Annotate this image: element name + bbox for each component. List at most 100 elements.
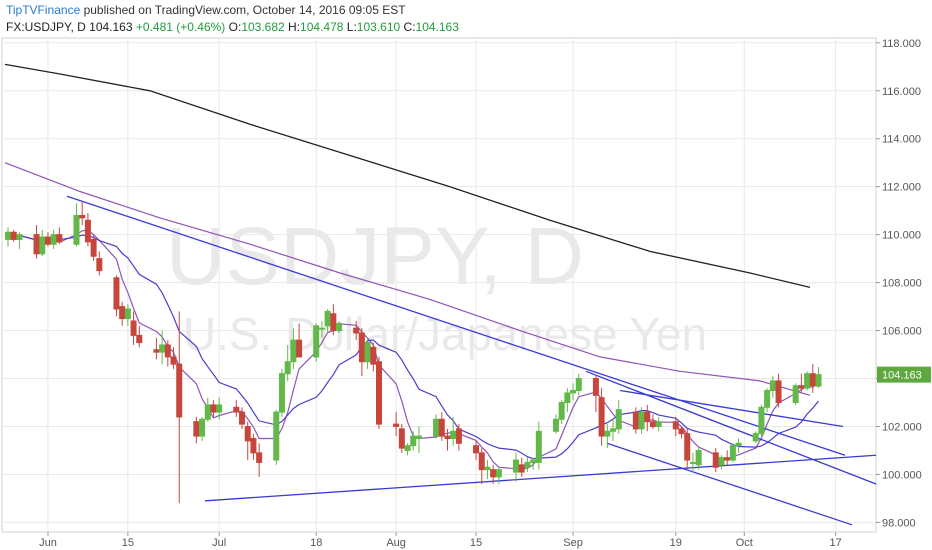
ma-long-line	[4, 63, 811, 289]
y-tick-label: 108.000	[882, 278, 922, 290]
y-tick-label: 100.000	[882, 469, 922, 481]
candle-body	[376, 361, 383, 425]
candle-body	[530, 459, 537, 463]
candle-body	[330, 313, 337, 332]
candle-body	[136, 334, 143, 344]
candle-body	[552, 418, 559, 432]
candle-body	[444, 435, 451, 439]
candle-body	[33, 234, 40, 255]
candle-body	[370, 346, 377, 365]
candle-body	[512, 459, 519, 473]
candle-body	[336, 322, 343, 332]
candle-body	[575, 378, 582, 392]
candle-body	[455, 428, 462, 444]
candle-body	[484, 466, 491, 471]
candle-body	[113, 277, 120, 310]
candle-body	[769, 380, 776, 392]
candle-body	[324, 310, 331, 327]
close-label: C:	[403, 20, 416, 34]
candle-body	[73, 214, 80, 245]
candle-body	[239, 411, 246, 425]
candle-body	[233, 406, 240, 413]
candle-body	[124, 308, 131, 320]
candle-body	[364, 342, 371, 363]
published-text: published on TradingView.com, October 14…	[80, 3, 406, 17]
candle-body	[518, 464, 525, 473]
watermark-description: U.S. Dollar/Japanese Yen	[183, 308, 707, 360]
candle-body	[764, 390, 771, 408]
candle-body	[170, 356, 177, 365]
change-value: +0.481 (+0.46%)	[135, 20, 226, 34]
price-axis[interactable]: 98.000100.000102.000104.000106.000108.00…	[876, 38, 931, 530]
candle-body	[809, 373, 816, 387]
x-tick-label: Aug	[386, 537, 406, 549]
candle-body	[296, 339, 303, 358]
candle-body	[164, 344, 171, 358]
candle-body	[792, 385, 799, 404]
candle-body	[712, 452, 719, 468]
candle-body	[398, 428, 405, 449]
candle-body	[393, 423, 400, 427]
candle-body	[638, 411, 645, 430]
trendline	[66, 195, 846, 456]
candle-body	[278, 373, 285, 413]
candle-body	[210, 404, 217, 413]
trendline	[585, 370, 877, 485]
low-label: L:	[346, 20, 357, 34]
candle-body	[655, 421, 662, 427]
watermark-symbol: USDJPY, D	[166, 211, 584, 302]
candle-body	[473, 445, 480, 454]
candles	[5, 201, 822, 504]
candle-body	[90, 238, 97, 257]
price-badge-label: 104.163	[882, 370, 922, 382]
x-tick-label: Jul	[212, 537, 226, 549]
plot-frame	[1, 37, 877, 533]
candle-body	[159, 344, 166, 353]
candle-body	[410, 435, 417, 447]
candle-body	[84, 219, 91, 243]
candle-body	[695, 449, 702, 466]
chart-grid	[1, 37, 877, 533]
candle-body	[353, 327, 360, 334]
candle-body	[438, 418, 445, 437]
candle-body	[718, 457, 725, 466]
candle-body	[804, 373, 811, 389]
watermark: USDJPY, D U.S. Dollar/Japanese Yen	[166, 211, 707, 360]
price-badge-bg	[877, 366, 931, 383]
x-tick-label: 18	[310, 537, 322, 549]
trendline	[606, 442, 853, 526]
candle-body	[604, 430, 611, 437]
candle-body	[50, 234, 57, 245]
candle-body	[478, 452, 485, 471]
current-price-badge: 104.163	[877, 366, 931, 383]
candle-body	[256, 452, 263, 463]
publisher-line: TipTVFinance published on TradingView.co…	[6, 3, 406, 17]
y-tick-label: 98.000	[882, 517, 916, 529]
x-tick-label: 15	[470, 537, 482, 549]
ma-upper-line	[4, 162, 811, 396]
y-tick-label: 116.000	[882, 86, 921, 98]
candle-body	[56, 234, 63, 243]
candle-body	[284, 361, 291, 375]
y-tick-label: 112.000	[882, 182, 921, 194]
candle-body	[358, 332, 365, 363]
candle-body	[313, 325, 320, 358]
candle-body	[450, 430, 457, 439]
candle-body	[404, 445, 411, 451]
y-tick-label: 106.000	[882, 326, 922, 338]
candle-body	[632, 411, 639, 430]
candle-body	[678, 428, 685, 435]
low-value: 103.610	[356, 20, 401, 34]
x-tick-label: Sep	[563, 537, 583, 549]
open-value: 103.682	[241, 20, 285, 34]
candle-body	[39, 236, 46, 255]
candle-body	[644, 411, 651, 423]
open-label: O:	[228, 20, 242, 34]
candle-body	[193, 421, 200, 437]
publisher-brand-link[interactable]: TipTVFinance	[6, 3, 81, 17]
candle-body	[199, 418, 206, 437]
candle-body	[5, 231, 11, 240]
time-axis[interactable]: Jun 15 Jul 18 Aug 15 Sep 19 Oct 17	[39, 532, 842, 549]
x-tick-label: 15	[122, 537, 134, 549]
